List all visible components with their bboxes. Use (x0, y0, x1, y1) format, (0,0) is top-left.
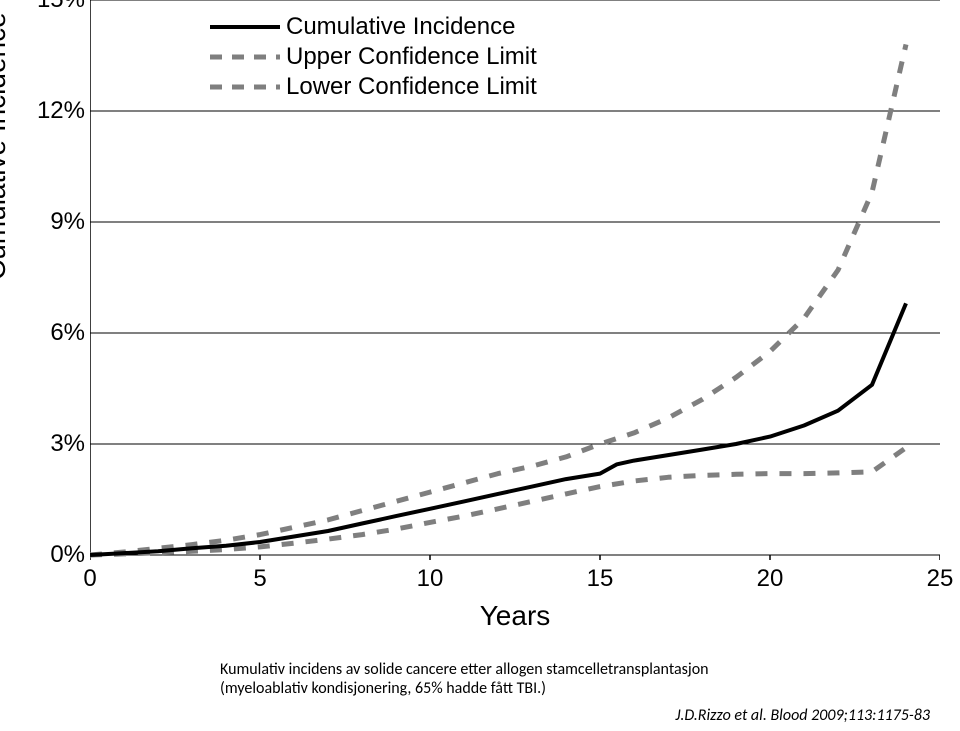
y-tick-label: 15% (25, 0, 85, 14)
y-tick-label: 3% (25, 430, 85, 458)
y-tick-label: 0% (25, 541, 85, 569)
caption-line-2: (myeloablativ kondisjonering, 65% hadde … (220, 679, 546, 698)
x-axis-label: Years (90, 600, 940, 632)
legend-label: Upper Confidence Limit (286, 43, 537, 71)
y-tick-label: 12% (25, 97, 85, 125)
caption-line-1: Kumulativ incidens av solide cancere ett… (220, 660, 709, 679)
legend-item: Upper Confidence Limit (210, 42, 537, 72)
plot-area: 0%3%6%9%12%15% 0510152025 Years Cumulati… (90, 0, 940, 560)
x-tick-label: 25 (927, 565, 954, 593)
y-tick-label: 6% (25, 319, 85, 347)
page: Cumulative Incidence 0%3%6%9%12%15% 0510… (0, 0, 960, 731)
caption: Kumulativ incidens av solide cancere ett… (220, 660, 920, 698)
legend: Cumulative IncidenceUpper Confidence Lim… (210, 12, 537, 102)
legend-item: Cumulative Incidence (210, 12, 537, 42)
x-tick-label: 20 (757, 565, 784, 593)
x-tick-label: 0 (83, 565, 96, 593)
legend-label: Cumulative Incidence (286, 13, 515, 41)
legend-item: Lower Confidence Limit (210, 72, 537, 102)
y-axis-label: Cumulative Incidence (0, 12, 12, 280)
x-tick-label: 5 (253, 565, 266, 593)
dash-line-icon (210, 47, 280, 67)
x-tick-label: 15 (587, 565, 614, 593)
x-tick-label: 10 (417, 565, 444, 593)
y-tick-label: 9% (25, 208, 85, 236)
citation: J.D.Rizzo et al. Blood 2009;113:1175-83 (675, 706, 930, 725)
legend-label: Lower Confidence Limit (286, 73, 537, 101)
line-icon (210, 17, 280, 37)
dash-line-icon (210, 77, 280, 97)
